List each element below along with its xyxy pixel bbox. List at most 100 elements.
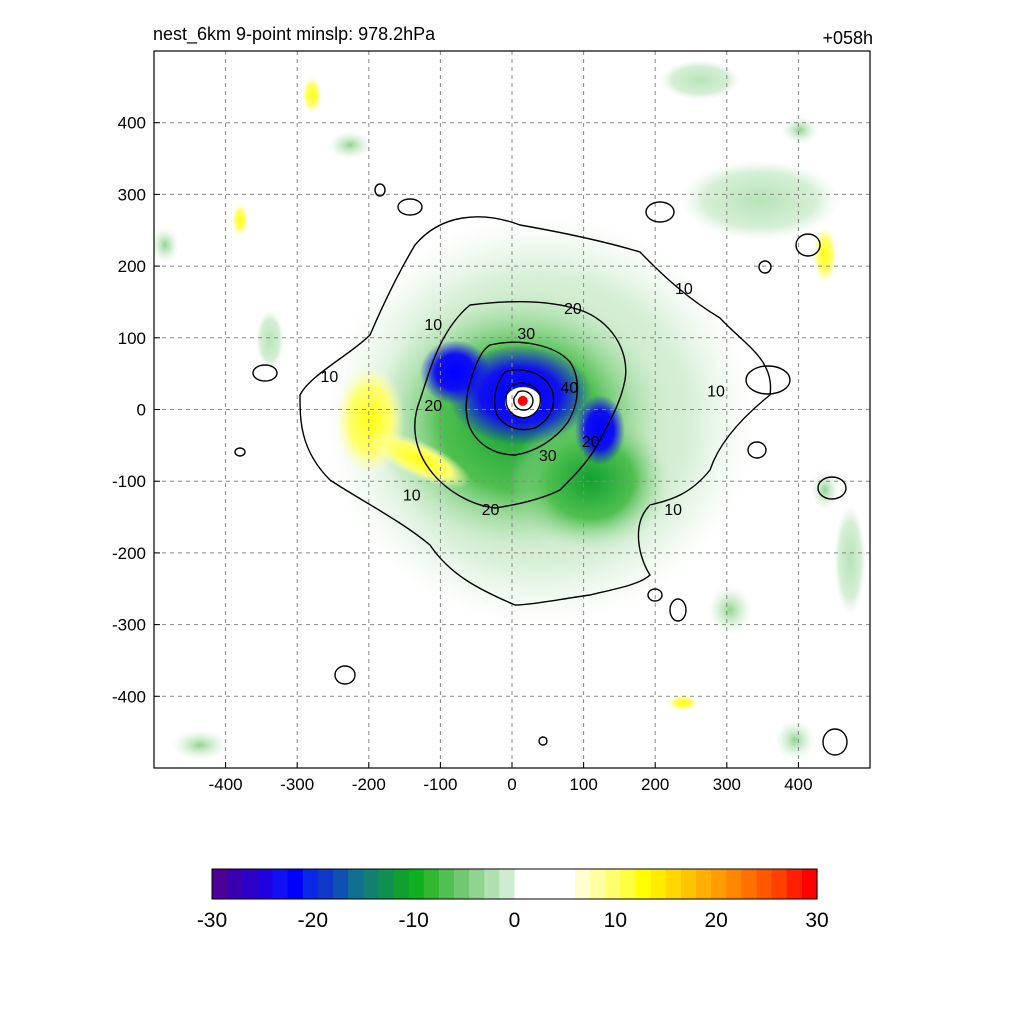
chart-title: nest_6km 9-point minslp: 978.2hPa [153,24,436,45]
contour-cell [822,728,848,756]
contour-label-text: 10 [403,488,421,505]
storm-center [517,395,528,406]
shaded-field [154,60,866,760]
colorbar-swatch [756,869,773,899]
colorbar-swatch [484,869,500,899]
y-tick-label: 300 [118,185,146,204]
contour-label: 20 [564,301,582,318]
colorbar-swatch [559,869,576,899]
field-blob [680,160,840,240]
colorbar-tick-label: -10 [398,909,428,932]
contour-label-text: 30 [539,448,557,465]
contour-label-text: 40 [560,380,578,397]
colorbar-swatch [212,869,228,899]
contour-cell [397,198,423,216]
contour-label-text: 20 [564,301,582,318]
contour-lines [234,183,848,756]
y-tick-label: -200 [112,544,146,563]
y-tick-label: 400 [118,114,146,133]
contour-label: 20 [424,398,442,415]
contour-cell [647,588,663,602]
storm-center-dot [517,395,528,406]
contour-label: 20 [482,502,500,519]
colorbar-swatch [665,869,682,899]
contour-cell [758,260,772,274]
contour-label: 10 [403,488,421,505]
contour-label-text: 10 [321,369,339,386]
contour-label-text: 20 [482,502,500,519]
colorbar-swatch [454,869,470,899]
contour-20 [414,301,627,509]
colorbar-swatch [408,869,425,899]
field-blob [813,227,837,283]
contour-30 [465,341,579,456]
y-tick-label: -100 [112,472,146,491]
contour-label: 10 [707,384,725,401]
colorbar-swatch [514,869,531,899]
colorbar: -30 -20 -10 0 10 20 30 [197,868,829,932]
colorbar-swatch [227,869,243,899]
colorbar-swatch [272,869,289,899]
colorbar-tick-label: 30 [805,909,828,932]
colorbar-tick-label: -20 [298,909,328,932]
contour-label: 30 [517,326,535,343]
x-tick-label: 0 [507,775,516,794]
contour-60 [513,390,534,411]
colorbar-swatch [786,869,803,899]
y-tick-label: -400 [112,687,146,706]
x-tick-label: -200 [352,775,386,794]
colorbar-frame [211,868,818,900]
east-blue-core [575,395,625,465]
contour-label-text: 10 [675,281,693,298]
field-blob [668,695,698,711]
colorbar-swatch [257,869,274,899]
y-tick-label: 200 [118,257,146,276]
colorbar-swatch [287,869,304,899]
x-tick-label: 400 [784,775,812,794]
contour-cell [538,736,548,746]
forecast-hour-label: +058h [822,28,873,48]
colorbar-tick-label: 10 [604,909,627,932]
contour-label: 10 [664,502,682,519]
contour-label: 40 [560,380,578,397]
colorbar-swatch [302,869,319,899]
contour-label: 10 [424,317,442,334]
x-tick-label: -100 [423,775,457,794]
colorbar-swatch [363,869,379,899]
colorbar-swatch [696,869,712,899]
colorbar-swatch [590,869,606,899]
colorbar-swatch [393,869,410,899]
field-blob [660,60,740,100]
x-tick-label: 200 [641,775,669,794]
contour-label-text: 20 [424,398,442,415]
field-blob [775,720,815,760]
colorbar-tick-label: 20 [704,909,727,932]
contour-cell [252,364,278,382]
y-tick-label: 0 [137,401,146,420]
south-east-green-shading [510,410,670,550]
colorbar-swatch [741,869,758,899]
colorbar-swatch [726,869,742,899]
contour-label-text: 10 [424,317,442,334]
contour-cell [374,183,386,197]
contour-cell [817,476,847,500]
colorbar-swatch [711,869,727,899]
contour-label: 10 [321,369,339,386]
south-west-yellow-band [369,431,471,489]
colorbar-swatch [378,869,395,899]
contour-labels: 10 10 10 10 10 10 20 20 20 20 30 30 40 [321,281,726,519]
contour-cell [645,201,675,223]
field-blob [232,204,248,236]
y-tick-label: 100 [118,329,146,348]
contour-label: 20 [582,434,600,451]
field-blob [834,505,866,615]
colorbar-swatch [680,869,697,899]
x-tick-label: -400 [209,775,243,794]
colorbar-swatch [801,869,818,899]
field-blob [172,730,228,760]
colorbar-swatch [635,869,652,899]
colorbar-swatch [544,869,561,899]
x-tick-label: 100 [569,775,597,794]
colorbar-swatch [771,869,788,899]
